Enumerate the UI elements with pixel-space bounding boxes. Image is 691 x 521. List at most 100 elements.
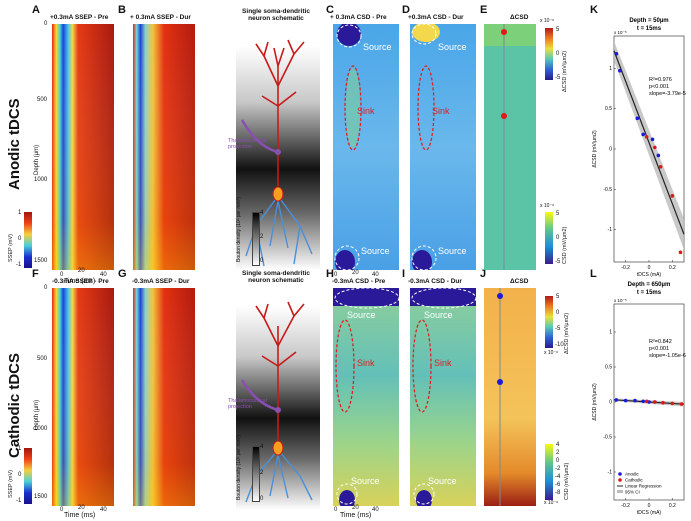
bouton-tick-2-top: 2 bbox=[260, 234, 264, 240]
panel-letter-l: L bbox=[590, 268, 597, 280]
ssep-colorbar-top bbox=[24, 212, 32, 268]
time-label-bottom: Time (ms) bbox=[64, 512, 96, 519]
row-label-cathodic: Cathodic tDCS bbox=[6, 353, 23, 458]
sink-label-c: Sink bbox=[357, 106, 375, 116]
j-top-label: ΔCSD (mV/µm2) bbox=[564, 312, 570, 354]
j-bottom-tick-neg2: -2 bbox=[555, 466, 561, 472]
csd-time-label-bottom: Time (ms) bbox=[340, 512, 372, 519]
panel-letter-g: G bbox=[118, 268, 127, 280]
cathodic-point bbox=[678, 250, 683, 255]
bouton-tick-4-bottom: 4 bbox=[260, 444, 264, 450]
legend-cathodic: Cathodic bbox=[625, 478, 644, 483]
e-top-label: ΔCSD (mV/µm2) bbox=[562, 50, 568, 92]
ssep-colorbar-bottom bbox=[24, 448, 32, 504]
csd-pre-cathodic: Source Sink Source bbox=[333, 288, 399, 506]
e-bottom-tick-neg5: -5 bbox=[555, 259, 561, 265]
anodic-point bbox=[623, 398, 628, 403]
e-top-colorbar bbox=[545, 28, 553, 80]
source-label-h2: Source bbox=[351, 476, 380, 486]
depth-tick-0: 0 bbox=[44, 21, 48, 27]
neuron-schematic-bottom bbox=[236, 301, 320, 510]
csd-time-tick-20-bottom: 20 bbox=[352, 505, 359, 511]
j-top-colorbar bbox=[545, 296, 553, 348]
time-label-top: Time (ms) bbox=[64, 278, 96, 285]
plot-subtitle: t = 15ms bbox=[637, 290, 662, 296]
anodic-point bbox=[641, 399, 645, 404]
source-label-d1: Source bbox=[438, 42, 467, 52]
title-schematic-bottom: Single soma-dendritic neuron schematic bbox=[242, 270, 310, 284]
csd-dur-anodic: Source Sink Source bbox=[410, 24, 476, 270]
source-label-i1: Source bbox=[424, 310, 453, 320]
anodic-point bbox=[635, 116, 640, 121]
anodic-point bbox=[614, 398, 619, 402]
depth-tick-1000-b: 1000 bbox=[34, 426, 48, 432]
time-tick-0-bottom: 0 bbox=[60, 507, 64, 513]
y-tick-label: -1 bbox=[608, 470, 613, 476]
j-bottom-tick-4: 4 bbox=[556, 442, 560, 448]
panel-letter-j: J bbox=[480, 268, 487, 280]
depth-tick-1000: 1000 bbox=[34, 177, 48, 183]
sink-label-d: Sink bbox=[432, 106, 450, 116]
time-tick-0-top: 0 bbox=[60, 272, 64, 278]
depth-tick-500-b: 500 bbox=[37, 356, 48, 362]
regression-line bbox=[613, 50, 685, 235]
cathodic-point bbox=[670, 194, 675, 198]
depth-label-top: Depth (µm) bbox=[34, 144, 40, 175]
legend-ci: 95% CI bbox=[625, 490, 640, 495]
e-top-tick-neg5: -5 bbox=[555, 75, 561, 81]
x-tick-label: 0 bbox=[648, 503, 651, 509]
ssep-cbar-label-top: SSEP (mV) bbox=[8, 233, 14, 262]
source-label-h1: Source bbox=[347, 310, 376, 320]
anodic-point bbox=[656, 153, 661, 158]
stats-text: R²=0.842 bbox=[649, 339, 672, 345]
title-i: -0.3mA CSD - Dur bbox=[408, 278, 462, 285]
anodic-point bbox=[650, 137, 655, 142]
anodic-point bbox=[618, 68, 622, 73]
bouton-tick-2-bottom: 2 bbox=[260, 470, 264, 476]
depth-tick-500: 500 bbox=[37, 97, 48, 103]
panel-letter-i: I bbox=[402, 268, 406, 280]
cathodic-point bbox=[653, 400, 657, 404]
ssep-cbar-tick-0-b: 0 bbox=[18, 472, 22, 478]
x-tick-label: 0 bbox=[648, 265, 651, 271]
y-tick-label: 1 bbox=[609, 66, 612, 72]
time-tick-40-bottom: 40 bbox=[100, 507, 107, 513]
y-tick-label: 0 bbox=[609, 147, 612, 153]
panel-letter-k: K bbox=[590, 4, 598, 16]
x-tick-label: -0.2 bbox=[621, 503, 630, 509]
j-bottom-label: CSD (mV/µm2) bbox=[564, 462, 570, 500]
depth-tick-1500-b: 1500 bbox=[34, 494, 48, 500]
panel-letter-c: C bbox=[326, 4, 334, 16]
stats-text: slope=-1.05e-6 bbox=[649, 353, 686, 359]
j-top-tick-5: 5 bbox=[556, 294, 560, 300]
csd-time-tick-40-top: 40 bbox=[372, 272, 379, 278]
ssep-cbar-tick-0: 0 bbox=[18, 236, 22, 242]
y-tick-label: -0.5 bbox=[603, 187, 612, 193]
legend-anodic-marker bbox=[618, 472, 622, 476]
stats-text: R²=0.976 bbox=[649, 77, 672, 83]
y-exponent: x 10⁻⁵ bbox=[614, 30, 627, 35]
title-schematic-top: Single soma-dendritic neuron schematic bbox=[242, 8, 310, 22]
bouton-tick-0-top: 0 bbox=[260, 258, 264, 264]
panel-letter-b: B bbox=[118, 4, 126, 16]
source-label-c2: Source bbox=[361, 246, 390, 256]
title-b: + 0.3mA SSEP - Dur bbox=[130, 14, 191, 21]
title-a: +0.3mA SSEP - Pre bbox=[50, 14, 109, 21]
csd-time-tick-0-top: 0 bbox=[334, 272, 338, 278]
anodic-point bbox=[614, 51, 619, 56]
j-top-tick-0: 0 bbox=[556, 310, 560, 316]
y-tick-label: -1 bbox=[608, 227, 613, 233]
panel-letter-a: A bbox=[32, 4, 40, 16]
panel-letter-h: H bbox=[326, 268, 334, 280]
e-top-exp: x 10⁻⁶ bbox=[540, 18, 555, 24]
cathodic-point bbox=[644, 135, 649, 139]
ssep-dur-cathodic-heatmap bbox=[133, 288, 195, 506]
e-top-tick-0: 0 bbox=[556, 51, 560, 57]
scatter-plot-k: Depth = 50µm t = 15ms x 10⁻⁵ -0.2 0 0.2 -1 -0.5… bbox=[592, 18, 686, 278]
x-tick-label: 0.2 bbox=[669, 503, 676, 509]
ssep-dur-anodic-heatmap bbox=[133, 24, 195, 270]
csd-dur-cathodic: Source Sink Source bbox=[410, 288, 476, 506]
anodic-point bbox=[641, 132, 645, 137]
bouton-tick-4-top: 4 bbox=[260, 210, 264, 216]
y-tick-label: 0.5 bbox=[605, 106, 612, 112]
